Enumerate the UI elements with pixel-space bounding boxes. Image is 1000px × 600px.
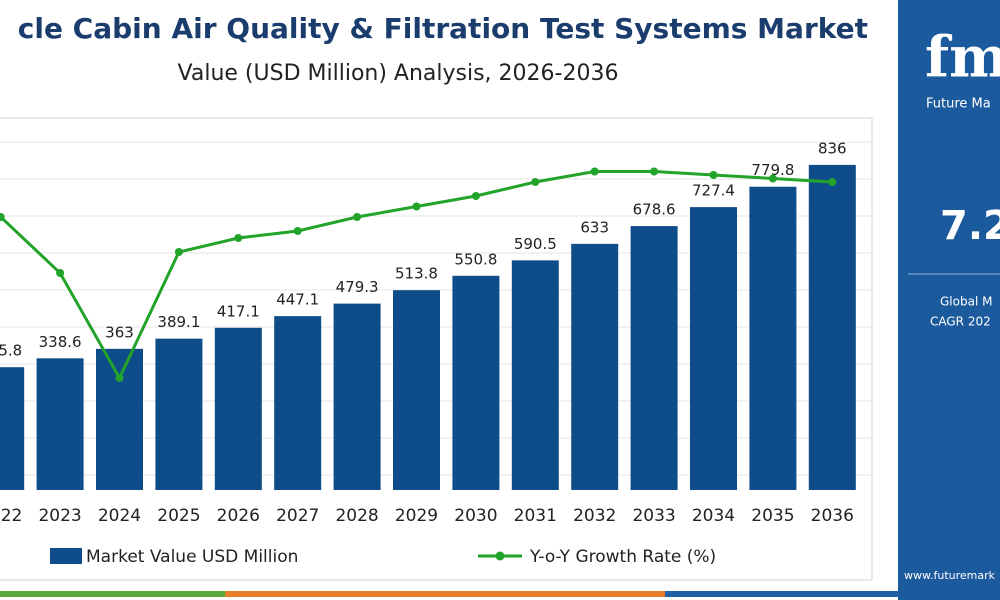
- x-tick-label: 2036: [811, 506, 854, 526]
- chart-title: cle Cabin Air Quality & Filtration Test …: [18, 12, 868, 45]
- bar: [333, 303, 381, 490]
- panel-cagr: 7.2: [940, 203, 1000, 249]
- data-label: 633: [580, 218, 609, 236]
- data-label: 479.3: [336, 278, 379, 296]
- panel-brand: Future Ma: [926, 97, 991, 112]
- data-label: 363: [105, 323, 134, 341]
- x-tick-label: 2024: [98, 506, 141, 526]
- growth-point: [56, 269, 65, 277]
- data-label: 727.4: [692, 182, 735, 200]
- data-label: 550.8: [454, 250, 497, 268]
- x-tick-label: 2034: [692, 506, 735, 526]
- bar: [630, 226, 678, 490]
- footer-strip: [665, 591, 900, 597]
- data-label: 590.5: [514, 235, 557, 253]
- legend-swatch: [50, 548, 82, 564]
- bar: [96, 348, 143, 490]
- bar: [274, 316, 322, 490]
- x-tick-label: 2027: [276, 506, 319, 526]
- data-label: 513.8: [395, 265, 438, 283]
- x-tick-label: 2028: [335, 506, 378, 526]
- panel-logo: fmi: [925, 25, 1000, 91]
- bar: [452, 275, 500, 490]
- growth-point: [353, 213, 362, 221]
- growth-point: [709, 171, 718, 179]
- growth-point: [412, 202, 421, 211]
- bar: [749, 186, 797, 490]
- x-tick-label: 2025: [157, 506, 200, 526]
- panel-text: CAGR 202: [930, 315, 991, 329]
- growth-point: [828, 178, 837, 186]
- data-label: 779.8: [751, 161, 794, 179]
- growth-point: [471, 192, 480, 200]
- data-label: 338.6: [39, 333, 82, 351]
- growth-point: [293, 227, 302, 235]
- x-tick-label: 2022: [0, 506, 22, 526]
- data-label: 447.1: [276, 291, 319, 309]
- x-tick-label: 2033: [632, 506, 675, 526]
- growth-point: [115, 374, 124, 382]
- bar: [690, 207, 737, 490]
- x-tick-label: 2032: [573, 506, 616, 526]
- x-tick-label: 2031: [514, 506, 557, 526]
- growth-point: [650, 167, 659, 176]
- data-label: 315.8: [0, 342, 22, 360]
- growth-point: [531, 178, 540, 186]
- data-label: 389.1: [157, 313, 200, 331]
- bar: [511, 260, 559, 490]
- bar: [571, 243, 619, 490]
- bar: [36, 358, 84, 490]
- bar: [393, 290, 440, 490]
- bar: [155, 338, 203, 490]
- bar: [0, 367, 25, 490]
- panel-text: Global M: [940, 295, 992, 309]
- growth-point: [590, 167, 599, 176]
- growth-point: [0, 213, 5, 221]
- plot-frame: [0, 117, 873, 581]
- x-tick-label: 2026: [217, 506, 260, 526]
- growth-point: [234, 234, 243, 242]
- growth-point: [174, 248, 183, 256]
- chart-subtitle: Value (USD Million) Analysis, 2026-2036: [178, 61, 619, 86]
- growth-point: [768, 174, 777, 183]
- bar: [808, 164, 856, 490]
- footer-strip: [0, 591, 225, 597]
- data-label: 417.1: [217, 302, 260, 320]
- x-tick-label: 2023: [38, 506, 81, 526]
- data-label: 836: [818, 139, 847, 157]
- data-label: 678.6: [633, 201, 676, 219]
- x-tick-label: 2030: [454, 506, 497, 526]
- side-panel: [898, 0, 1000, 600]
- x-tick-label: 2029: [395, 506, 438, 526]
- footer-strip: [225, 591, 665, 597]
- legend-label: Y-o-Y Growth Rate (%): [529, 547, 716, 567]
- panel-url: www.futuremark: [904, 569, 996, 582]
- plot: 2022 315.8 2023 338.6 2024 363 2025 389.1 2026 41…: [0, 139, 856, 526]
- legend-label: Market Value USD Million: [86, 547, 298, 567]
- x-tick-label: 2035: [751, 506, 794, 526]
- bar: [214, 327, 262, 490]
- legend-swatch: [495, 551, 505, 561]
